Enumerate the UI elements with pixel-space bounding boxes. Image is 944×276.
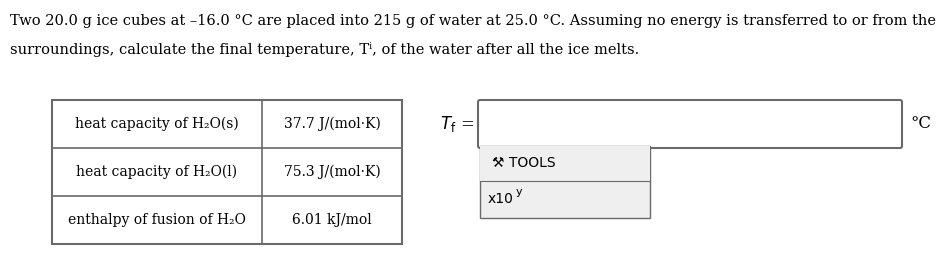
Text: y: y <box>516 187 523 197</box>
Text: heat capacity of H₂O(s): heat capacity of H₂O(s) <box>76 117 239 131</box>
Text: heat capacity of H₂O(l): heat capacity of H₂O(l) <box>76 165 238 179</box>
Text: enthalpy of fusion of H₂O: enthalpy of fusion of H₂O <box>68 213 246 227</box>
FancyBboxPatch shape <box>478 100 902 148</box>
Text: Two 20.0 g ice cubes at –16.0 °C are placed into 215 g of water at 25.0 °C. Assu: Two 20.0 g ice cubes at –16.0 °C are pla… <box>10 14 936 28</box>
Bar <box>480 146 650 218</box>
Text: 75.3 J/(mol·K): 75.3 J/(mol·K) <box>283 165 380 179</box>
Text: ⚒ TOOLS: ⚒ TOOLS <box>492 156 556 170</box>
Text: x10: x10 <box>488 192 514 206</box>
Bar <box>52 100 402 244</box>
Text: 37.7 J/(mol·K): 37.7 J/(mol·K) <box>283 117 380 131</box>
Text: 6.01 kJ/mol: 6.01 kJ/mol <box>292 213 372 227</box>
Text: surroundings, calculate the final temperature, Tⁱ, of the water after all the ic: surroundings, calculate the final temper… <box>10 42 639 57</box>
Bar <box>480 146 650 181</box>
Text: $T_\mathrm{f}$ =: $T_\mathrm{f}$ = <box>440 114 474 134</box>
Text: °C: °C <box>910 115 931 132</box>
